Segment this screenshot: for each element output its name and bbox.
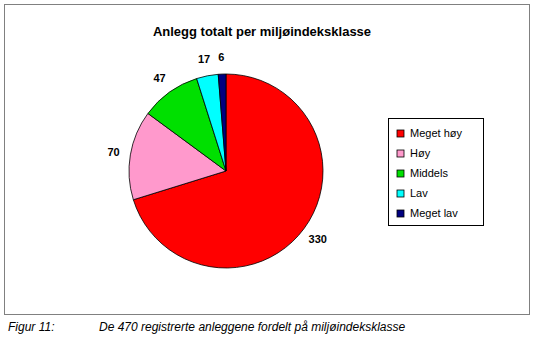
data-label: 6 <box>218 51 224 63</box>
slice <box>197 74 226 171</box>
data-label: 47 <box>153 72 165 84</box>
legend-swatch <box>397 150 404 157</box>
chart: Anlegg totalt per miljøindeksklasse 330 70… <box>0 0 534 344</box>
data-label: 330 <box>309 233 327 245</box>
data-label: 70 <box>107 146 119 158</box>
legend-box <box>389 119 484 226</box>
legend-label: Meget lav <box>410 207 458 219</box>
slice <box>218 74 226 171</box>
legend-swatch <box>397 130 404 137</box>
data-label: 17 <box>198 53 210 65</box>
legend-label: Middels <box>410 167 448 179</box>
legend-swatch <box>397 190 404 197</box>
legend-swatch <box>397 210 404 217</box>
legend-label: Lav <box>410 187 428 199</box>
pie <box>129 74 323 268</box>
legend-label: Høy <box>410 147 431 159</box>
title: Anlegg totalt per miljøindeksklasse <box>153 24 371 39</box>
caption-text: De 470 registrerte anleggene fordelt på … <box>99 320 405 334</box>
legend-label: Meget høy <box>410 127 462 139</box>
chart-frame <box>5 5 530 315</box>
legend: Meget høy Høy Middels Lav Meget lav <box>389 119 484 226</box>
caption-label: Figur 11: <box>8 320 54 334</box>
legend-swatch <box>397 170 404 177</box>
